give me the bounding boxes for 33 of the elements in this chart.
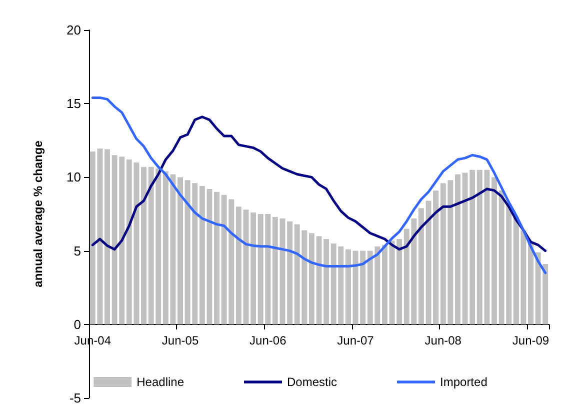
bar — [324, 239, 330, 324]
bar — [287, 221, 293, 324]
line-series — [91, 96, 547, 274]
bar — [418, 208, 424, 324]
legend-label: Domestic — [287, 375, 338, 389]
x-tick-label: Jun-08 — [424, 333, 462, 348]
bar — [178, 177, 184, 324]
bar — [250, 212, 256, 324]
x-tick-label: Jun-06 — [250, 333, 287, 348]
y-tick-label: -5 — [69, 390, 81, 406]
bar — [141, 166, 146, 324]
bar — [308, 233, 314, 324]
bar — [360, 250, 366, 324]
x-tick-label: Jun-09 — [512, 333, 550, 348]
line-series — [91, 116, 547, 252]
y-axis-title: annual average % change — [31, 140, 45, 288]
bar — [272, 216, 278, 324]
bar — [104, 149, 110, 324]
x-tick-label: Jun-05 — [162, 333, 199, 348]
bar — [492, 177, 497, 324]
bar — [345, 249, 351, 324]
y-tick-label: 15 — [66, 96, 81, 112]
y-tick-label: 5 — [74, 243, 81, 258]
legend-label: Imported — [440, 375, 488, 389]
legend-label: Headline — [136, 375, 184, 389]
x-tick-label: Jun-07 — [337, 333, 374, 348]
y-tick-label: 20 — [66, 22, 81, 38]
y-tick-label: 0 — [74, 316, 81, 332]
y-tick-label: 10 — [66, 170, 81, 185]
bar — [382, 244, 388, 324]
bar — [214, 192, 220, 324]
bar — [528, 242, 534, 324]
bar — [454, 174, 460, 324]
